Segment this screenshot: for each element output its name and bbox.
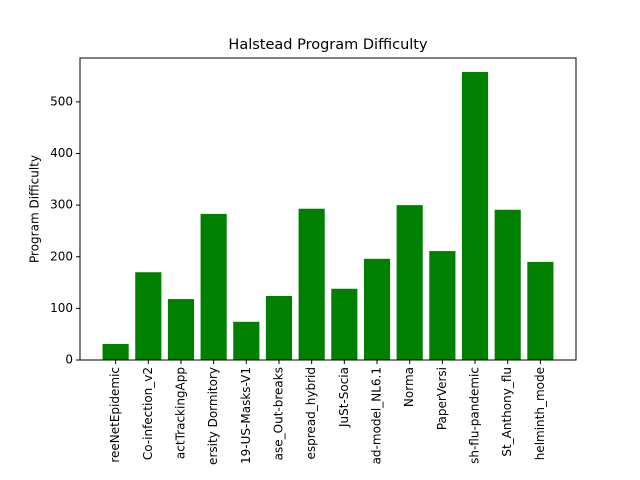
x-tick-label: espread_hybrid — [304, 367, 318, 459]
bar — [233, 321, 260, 360]
plot-frame — [79, 57, 577, 361]
bar — [429, 251, 456, 360]
y-axis-label: Program Difficulty — [28, 155, 42, 263]
bar — [396, 205, 423, 360]
y-tick-label: 100 — [50, 301, 73, 315]
y-tick-label: 500 — [50, 94, 73, 108]
x-tick-label: Co-infection_v2 — [141, 367, 155, 460]
bar — [494, 209, 521, 360]
x-tick-label: reeNetEpidemic — [108, 367, 122, 463]
bar — [167, 299, 195, 360]
x-tick-label: JuSt-Socia — [337, 367, 351, 428]
bar — [200, 213, 227, 360]
bar — [135, 272, 162, 360]
y-tick-label: 300 — [50, 198, 73, 212]
bar — [298, 208, 325, 360]
x-tick-label: 19-US-Masks-V1 — [239, 367, 253, 464]
x-tick-label: sh-flu-pandemic — [468, 367, 482, 464]
y-tick-label: 0 — [65, 353, 73, 367]
x-tick-label: ersity Dormitory — [206, 367, 220, 465]
y-tick-label: 400 — [50, 146, 73, 160]
x-tick-label: ase_Out-breaks — [271, 367, 285, 460]
x-tick-label: Norma — [402, 367, 416, 407]
chart-title: Halstead Program Difficulty — [228, 37, 428, 53]
bar — [102, 343, 129, 360]
x-tick-label: actTrackingApp — [173, 367, 187, 459]
x-tick-label: ad-model_NL6.1 — [370, 367, 384, 464]
x-tick-label: St_Anthony_flu — [500, 367, 514, 457]
bar — [265, 295, 293, 360]
bar — [461, 71, 489, 360]
bar — [331, 288, 358, 360]
y-tick-label: 200 — [50, 249, 73, 263]
x-tick-label: PaperVersi — [435, 367, 449, 430]
bar — [527, 261, 554, 360]
x-tick-label: helminth_mode — [533, 367, 547, 460]
bar — [363, 258, 391, 360]
